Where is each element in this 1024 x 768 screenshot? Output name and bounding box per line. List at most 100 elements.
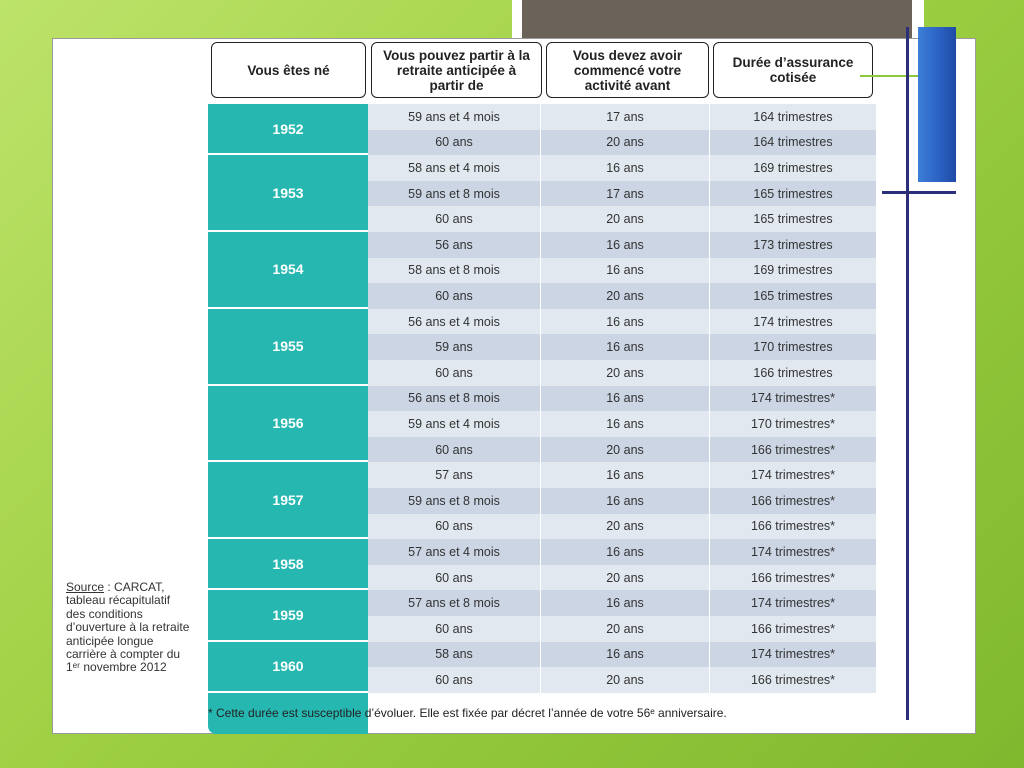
retirement-age-cell: 56 ans et 4 mois	[368, 308, 541, 335]
start-age-cell: 16 ans	[541, 232, 710, 258]
retirement-age-cell: 60 ans	[368, 129, 541, 156]
duration-cell: 165 trimestres	[753, 186, 833, 201]
table-row: 60 ans 20 ans 165 trimestres	[368, 206, 876, 232]
table-row: 56 ans 16 ans 173 trimestres	[368, 232, 876, 258]
table-row: 59 ans 16 ans 170 trimestres	[368, 334, 876, 360]
table-footnote: * Cette durée est susceptible d’évoluer.…	[208, 706, 727, 720]
start-age-cell: 16 ans	[541, 334, 710, 360]
table-row: 60 ans 20 ans 166 trimestres	[368, 360, 876, 386]
duration-cell: 169 trimestres	[753, 263, 833, 278]
table-header-row: Vous êtes né Vous pouvez partir à la ret…	[208, 42, 876, 100]
duration-cell: 169 trimestres	[753, 160, 833, 175]
start-age-cell: 17 ans	[541, 180, 710, 207]
table-row: 60 ans 20 ans 166 trimestres*	[368, 667, 876, 693]
start-age-cell: 17 ans	[541, 104, 710, 130]
table-row: 60 ans 20 ans 166 trimestres*	[368, 436, 876, 463]
start-age-cell: 16 ans	[541, 462, 710, 488]
year-cell: 1953	[208, 155, 368, 232]
table-row: 60 ans 20 ans 165 trimestres	[368, 283, 876, 309]
duration-cell: 166 trimestres*	[750, 493, 836, 508]
source-text: : CARCAT, tableau récapitulatif des cond…	[66, 580, 190, 675]
table-row: 57 ans et 8 mois 16 ans 174 trimestres*	[368, 590, 876, 616]
start-age-cell: 16 ans	[541, 411, 710, 437]
duration-cell: 173 trimestres	[753, 237, 833, 252]
table-row: 58 ans 16 ans 174 trimestres*	[368, 641, 876, 668]
header-birth-year: Vous êtes né	[211, 42, 366, 98]
start-age-cell: 16 ans	[541, 539, 710, 565]
start-age-cell: 20 ans	[541, 129, 710, 156]
retirement-age-cell: 60 ans	[368, 283, 541, 309]
year-column: 1952 1953 1954 1955 1956 1957 1958 1959 1960	[208, 104, 368, 734]
year-cell: 1959	[208, 590, 368, 642]
start-age-cell: 20 ans	[541, 436, 710, 463]
header-start-age: Vous devez avoir commencé votre activité…	[546, 42, 709, 98]
table-row: 58 ans et 8 mois 16 ans 169 trimestres	[368, 257, 876, 284]
retirement-age-cell: 56 ans et 8 mois	[368, 385, 541, 412]
duration-cell: 174 trimestres*	[750, 596, 836, 611]
year-cell: 1960	[208, 642, 368, 693]
start-age-cell: 20 ans	[541, 616, 710, 642]
duration-cell: 166 trimestres	[753, 365, 833, 380]
year-cell: 1958	[208, 539, 368, 591]
start-age-cell: 16 ans	[541, 385, 710, 412]
table-row: 59 ans et 4 mois 17 ans 164 trimestres	[368, 104, 876, 130]
year-cell: 1955	[208, 309, 368, 386]
duration-cell: 174 trimestres	[753, 314, 833, 329]
accent-rule	[860, 75, 950, 77]
retirement-age-cell: 59 ans et 4 mois	[368, 411, 541, 437]
start-age-cell: 16 ans	[541, 155, 710, 181]
retirement-age-cell: 60 ans	[368, 436, 541, 463]
header-insurance-duration: Durée d’assurance cotisée	[713, 42, 873, 98]
vertical-accent-line	[906, 27, 909, 720]
table-row: 60 ans 20 ans 166 trimestres*	[368, 616, 876, 642]
duration-cell: 170 trimestres*	[750, 416, 836, 431]
retirement-age-cell: 60 ans	[368, 616, 541, 642]
start-age-cell: 16 ans	[541, 488, 710, 514]
table-row: 60 ans 20 ans 164 trimestres	[368, 129, 876, 156]
duration-cell: 174 trimestres*	[750, 468, 836, 483]
horizontal-accent-line	[882, 191, 956, 194]
duration-cell: 166 trimestres*	[750, 442, 836, 457]
start-age-cell: 16 ans	[541, 641, 710, 668]
start-age-cell: 20 ans	[541, 667, 710, 693]
year-cell: 1957	[208, 462, 368, 540]
year-cell: 1952	[208, 104, 368, 156]
retirement-age-cell: 60 ans	[368, 667, 541, 693]
retirement-age-cell: 60 ans	[368, 360, 541, 386]
duration-cell: 174 trimestres*	[750, 647, 836, 662]
retirement-age-cell: 56 ans	[368, 232, 541, 258]
duration-cell: 166 trimestres*	[750, 672, 836, 687]
duration-cell: 174 trimestres*	[750, 544, 836, 559]
duration-cell: 174 trimestres*	[750, 391, 836, 406]
retirement-age-cell: 58 ans et 8 mois	[368, 257, 541, 284]
start-age-cell: 16 ans	[541, 590, 710, 616]
header-retirement-age: Vous pouvez partir à la retraite anticip…	[371, 42, 542, 98]
start-age-cell: 20 ans	[541, 564, 710, 591]
start-age-cell: 20 ans	[541, 283, 710, 309]
retirement-age-cell: 59 ans	[368, 334, 541, 360]
table-row: 60 ans 20 ans 166 trimestres*	[368, 513, 876, 540]
duration-cell: 164 trimestres	[753, 109, 833, 124]
start-age-cell: 16 ans	[541, 308, 710, 335]
year-cell: 1954	[208, 232, 368, 309]
start-age-cell: 20 ans	[541, 513, 710, 540]
duration-cell: 166 trimestres*	[750, 621, 836, 636]
blue-accent-bar	[918, 27, 956, 182]
start-age-cell: 16 ans	[541, 257, 710, 284]
retirement-age-cell: 60 ans	[368, 564, 541, 591]
duration-cell: 165 trimestres	[753, 212, 833, 227]
duration-cell: 166 trimestres*	[750, 570, 836, 585]
retirement-age-cell: 59 ans et 4 mois	[368, 104, 541, 130]
duration-cell: 166 trimestres*	[750, 519, 836, 534]
retirement-age-cell: 60 ans	[368, 206, 541, 232]
table-row: 57 ans 16 ans 174 trimestres*	[368, 462, 876, 488]
table-row: 59 ans et 8 mois 17 ans 165 trimestres	[368, 180, 876, 207]
table-body: 1952 1953 1954 1955 1956 1957 1958 1959 1960 59 …	[208, 104, 876, 734]
table-row: 59 ans et 4 mois 16 ans 170 trimestres*	[368, 411, 876, 437]
retirement-age-cell: 60 ans	[368, 513, 541, 540]
retirement-age-cell: 57 ans	[368, 462, 541, 488]
duration-cell: 165 trimestres	[753, 288, 833, 303]
retirement-age-cell: 59 ans et 8 mois	[368, 488, 541, 514]
table-row: 58 ans et 4 mois 16 ans 169 trimestres	[368, 155, 876, 181]
duration-cell: 170 trimestres	[753, 340, 833, 355]
